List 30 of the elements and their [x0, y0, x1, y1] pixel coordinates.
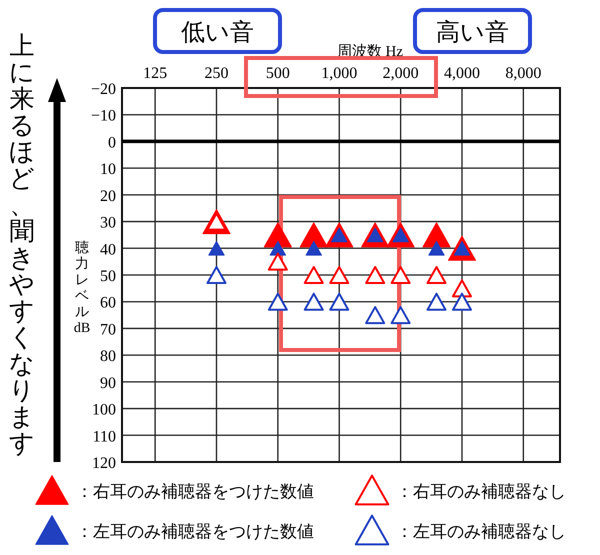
y-tick-label: 30 [100, 214, 116, 232]
x-tick-label: 250 [204, 65, 228, 82]
y-tick-label: 0 [108, 134, 116, 152]
y-tick-label: 80 [100, 348, 116, 366]
x-tick-label: 500 [266, 65, 290, 82]
y-tick-label: 10 [100, 161, 116, 178]
y-tick-label: 20 [100, 188, 116, 205]
y-tick-label: 60 [100, 294, 116, 312]
x-tick-label: 1,000 [321, 65, 358, 82]
y-tick-label: 100 [92, 402, 116, 419]
legend-label: ：右耳のみ補聴器をつけた数値 [76, 482, 314, 502]
y-tick-label: 110 [92, 428, 116, 446]
legend-label: ：右耳のみ補聴器なし [396, 482, 566, 502]
y-tick-label: 40 [100, 241, 116, 258]
y-tick-label: 90 [100, 374, 116, 392]
x-tick-label: 125 [143, 65, 168, 82]
text: 上に来るほど、聞きやすくなります [9, 31, 35, 458]
y-tick-label: 70 [100, 321, 116, 338]
x-tick-label: 4,000 [444, 65, 480, 82]
text: 高い音 [436, 18, 509, 46]
y-tick-label: 50 [100, 268, 116, 285]
y-tick-label: −10 [90, 108, 116, 125]
y-tick-label: −20 [90, 81, 116, 98]
y-tick-label: 120 [92, 455, 116, 472]
legend-label: ：左耳のみ補聴器なし [396, 522, 566, 542]
y-axis-title: 聴力レベル dB [74, 240, 90, 336]
text: 低い音 [181, 18, 254, 46]
x-tick-label: 2,000 [382, 65, 419, 82]
x-tick-label: 8,000 [505, 65, 542, 82]
legend-label: ：左耳のみ補聴器をつけた数値 [76, 522, 314, 542]
